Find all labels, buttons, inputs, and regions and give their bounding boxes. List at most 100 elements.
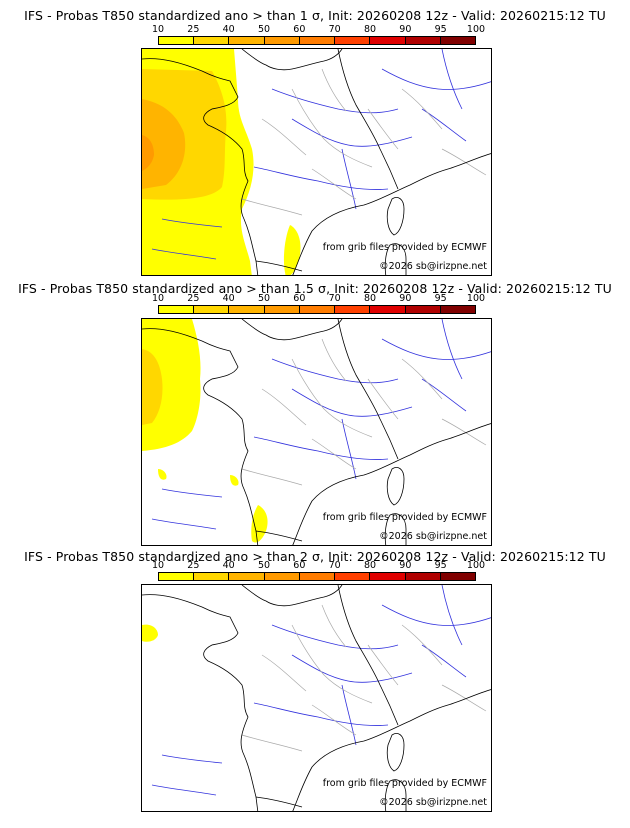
coastline [241, 319, 343, 341]
probability-area [142, 135, 154, 171]
map-svg [142, 319, 491, 545]
panel-title: IFS - Probas T850 standardized ano > tha… [24, 8, 606, 23]
map-view: from grib files provided by ECMWF ©2026 … [141, 48, 492, 276]
river-line [381, 604, 491, 626]
region-border [441, 148, 487, 176]
color-scale: 10 25 40 50 60 70 80 90 95 100 [152, 560, 485, 584]
scale-swatch [159, 573, 195, 580]
map-svg [142, 585, 491, 811]
region-border [401, 358, 443, 400]
region-border [441, 684, 487, 712]
river-line [441, 585, 463, 646]
scale-swatch [405, 573, 441, 580]
scale-swatch [335, 37, 371, 44]
scale-labels: 10 25 40 50 60 70 80 90 95 100 [152, 24, 485, 35]
scale-tick-label: 25 [187, 24, 200, 35]
region-border [241, 468, 303, 486]
scale-bar [158, 572, 476, 581]
river-line [291, 388, 413, 417]
probability-area [142, 349, 163, 425]
coastline [142, 594, 259, 811]
scale-tick-label: 90 [399, 293, 412, 304]
scale-tick-label: 70 [328, 293, 341, 304]
river-line [271, 358, 399, 384]
color-scale: 10 25 40 50 60 70 80 90 95 100 [152, 24, 485, 48]
credit-text: from grib files provided by ECMWF [322, 242, 487, 253]
scale-swatch [159, 37, 195, 44]
scale-tick-label: 10 [151, 293, 165, 304]
region-border [321, 68, 347, 112]
region-border [367, 378, 399, 420]
map-panel-1: IFS - Probas T850 standardized ano > tha… [0, 0, 630, 276]
coastline [142, 328, 259, 545]
region-border [401, 624, 443, 666]
river-line [271, 88, 399, 114]
scale-swatch [159, 306, 195, 313]
credit-text: from grib files provided by ECMWF [322, 778, 487, 789]
scale-swatch [405, 306, 441, 313]
scale-tick-label: 80 [363, 560, 377, 571]
river-line [381, 68, 491, 90]
scale-tick-label: 95 [434, 560, 447, 571]
river-line [253, 166, 389, 190]
river-line [441, 319, 463, 380]
scale-tick-label: 100 [466, 293, 486, 304]
river-line [161, 488, 223, 498]
scale-swatch [299, 573, 336, 580]
region-border [291, 624, 373, 704]
scale-swatch [370, 306, 406, 313]
coastline [241, 49, 343, 71]
credit-text: from grib files provided by ECMWF [322, 512, 487, 523]
coastline [255, 796, 303, 808]
scale-tick-label: 60 [293, 24, 306, 35]
scale-swatch [264, 306, 300, 313]
scale-tick-label: 25 [187, 293, 200, 304]
region-border [441, 418, 487, 446]
coastline [255, 530, 303, 542]
scale-swatch [440, 306, 475, 313]
probability-area [158, 469, 167, 480]
river-line [151, 518, 217, 530]
river-line [291, 654, 413, 683]
region-border [241, 734, 303, 752]
scale-swatch [194, 306, 230, 313]
river-line [161, 218, 223, 228]
scale-tick-label: 40 [222, 293, 235, 304]
region-border [261, 654, 307, 692]
map-panel-2: IFS - Probas T850 standardized ano > tha… [0, 276, 630, 546]
scale-tick-label: 80 [363, 293, 377, 304]
scale-tick-label: 10 [151, 24, 165, 35]
map-svg [142, 49, 491, 275]
map-view: from grib files provided by ECMWF ©2026 … [141, 584, 492, 812]
coastline [292, 423, 491, 545]
probability-area [251, 505, 268, 543]
coastline [241, 585, 343, 607]
scale-swatch [405, 37, 441, 44]
panel-title: IFS - Probas T850 standardized ano > tha… [24, 549, 606, 564]
scale-swatch [264, 573, 300, 580]
river-line [381, 338, 491, 360]
region-border [261, 118, 307, 156]
scale-swatch [335, 306, 371, 313]
scale-swatch [440, 573, 475, 580]
map-panel-3: IFS - Probas T850 standardized ano > tha… [0, 546, 630, 828]
scale-swatch [229, 37, 265, 44]
probability-area [283, 225, 301, 275]
coastline [292, 153, 491, 275]
probability-area [142, 624, 158, 642]
scale-tick-label: 95 [434, 24, 447, 35]
scale-swatch [299, 37, 336, 44]
scale-tick-label: 60 [293, 293, 306, 304]
river-line [253, 702, 389, 726]
scale-swatch [194, 37, 230, 44]
river-line [253, 436, 389, 460]
river-line [421, 108, 467, 142]
scale-tick-label: 80 [363, 24, 377, 35]
scale-swatch [440, 37, 475, 44]
river-line [151, 248, 217, 260]
coastline [142, 58, 259, 275]
river-line [291, 118, 413, 147]
island-corsica [386, 733, 405, 772]
scale-tick-label: 50 [257, 24, 271, 35]
scale-swatch [229, 573, 265, 580]
